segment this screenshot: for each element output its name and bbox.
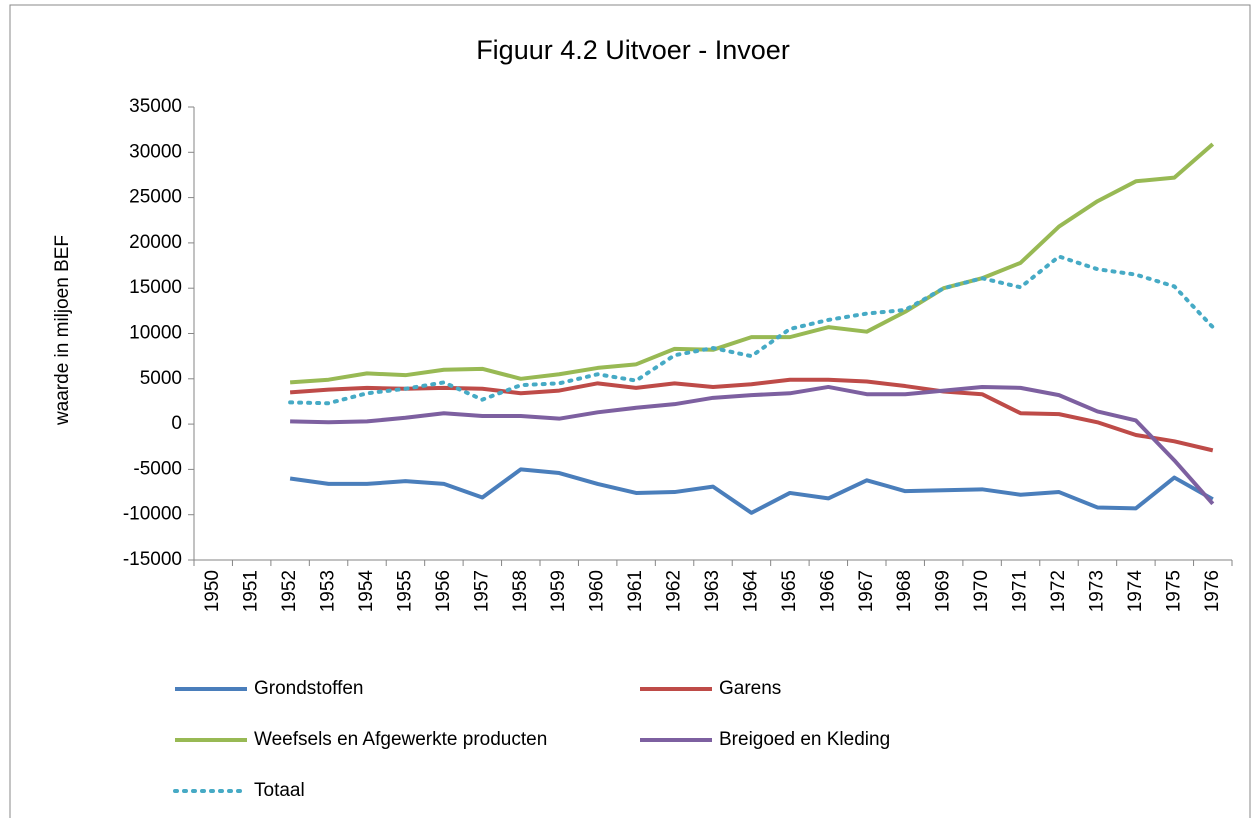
x-tick-label: 1968 [894,570,915,612]
x-tick-label: 1954 [356,570,377,613]
x-tick-label: 1958 [510,570,531,612]
chart-title: Figuur 4.2 Uitvoer - Invoer [476,35,790,65]
x-tick-label: 1967 [856,570,877,612]
y-tick-label: 0 [171,413,182,434]
x-tick-label: 1962 [664,570,685,612]
legend-label: Breigoed en Kleding [719,729,890,750]
x-tick-label: 1963 [702,570,723,612]
y-tick-label: 15000 [129,277,182,298]
x-tick-label: 1956 [433,570,454,612]
x-tick-label: 1965 [779,570,800,612]
series-line [289,377,1214,453]
chart-border [9,4,1251,818]
x-tick-label: 1951 [241,570,262,612]
series-line [288,254,1215,406]
x-tick-label: 1953 [318,570,339,612]
y-tick-label: -15000 [123,549,182,570]
x-tick-label: 1972 [1048,570,1069,612]
x-tick-label: 1966 [817,570,838,612]
x-tick-label: 1952 [279,570,300,612]
x-tick-label: 1955 [394,570,415,612]
x-tick-label: 1961 [625,570,646,612]
x-tick-label: 1970 [971,570,992,612]
y-tick-label: -5000 [133,458,182,479]
x-tick-label: 1969 [933,570,954,612]
y-tick-label: 10000 [129,323,182,344]
legend-label: Garens [719,678,781,699]
x-tick-label: 1964 [740,570,761,613]
y-tick-label: 35000 [129,96,182,117]
y-tick-label: 25000 [129,187,182,208]
y-axis-label: waarde in miljoen BEF [52,235,73,426]
legend-label: Weefsels en Afgewerkte producten [254,729,547,750]
y-tick-label: 5000 [140,368,182,389]
x-tick-label: 1971 [1010,570,1031,612]
legend-label: Totaal [254,780,305,801]
series-line [289,467,1214,515]
series-line [290,384,1215,506]
y-tick-label: 20000 [129,232,182,253]
x-tick-label: 1957 [471,570,492,612]
series-line [289,142,1215,385]
x-tick-label: 1975 [1163,570,1184,612]
y-tick-label: -10000 [123,504,182,525]
y-tick-label: 30000 [129,141,182,162]
x-tick-label: 1976 [1202,570,1223,612]
x-tick-label: 1959 [548,570,569,612]
x-tick-label: 1973 [1086,570,1107,612]
legend-label: Grondstoffen [254,678,364,699]
x-tick-label: 1960 [587,570,608,612]
x-tick-label: 1950 [202,570,223,612]
x-tick-label: 1974 [1125,570,1146,613]
